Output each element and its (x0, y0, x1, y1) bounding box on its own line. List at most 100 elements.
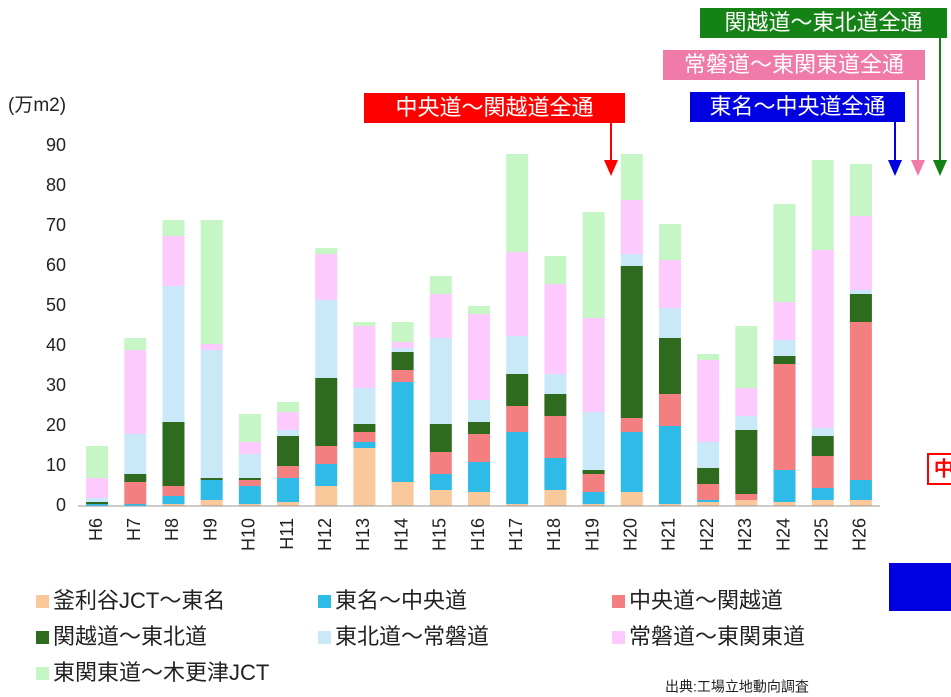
bar-segment (200, 350, 223, 478)
annotation-arrowhead (933, 160, 947, 176)
cropped-box (889, 563, 951, 611)
bar-segment (124, 350, 147, 434)
annotation-box (663, 50, 925, 80)
x-tick-label: H21 (659, 518, 679, 551)
bar-segment (620, 154, 643, 200)
bar-segment (620, 266, 643, 418)
bar-segment (506, 406, 529, 432)
bar-segment (162, 422, 185, 486)
x-tick-label: H13 (353, 518, 373, 551)
bar-segment (162, 286, 185, 422)
legend-swatch (36, 667, 49, 680)
bar-segment (735, 494, 758, 500)
bar-segment (429, 338, 452, 424)
bar-segment (620, 432, 643, 492)
annotation-arrowhead (604, 160, 618, 176)
y-tick-label: 30 (46, 375, 66, 395)
bar-segment (277, 466, 300, 478)
bar-segment (238, 478, 261, 480)
bar-segment (697, 354, 720, 360)
annotation-arrowhead (888, 160, 902, 176)
bar-segment (391, 342, 414, 348)
bar-segment (582, 492, 605, 504)
x-tick-label: H24 (773, 518, 793, 551)
bar-segment (582, 412, 605, 470)
bar-segment (811, 500, 834, 506)
bar-segment (620, 200, 643, 254)
bar-segment (200, 344, 223, 350)
source: 出典:工場立地動向調査 (665, 679, 809, 695)
bar-segment (658, 260, 681, 308)
bar-segment (735, 388, 758, 416)
x-tick-label: H12 (315, 518, 335, 551)
bar-segment (238, 486, 261, 504)
bar-segment (468, 492, 490, 506)
bar-segment (86, 504, 109, 506)
y-tick-label: 20 (46, 415, 66, 435)
x-tick-label: H11 (277, 518, 297, 550)
bar-segment (200, 220, 223, 344)
bar-segment (697, 360, 720, 442)
bar-segment (697, 484, 720, 500)
y-tick-label: 0 (56, 495, 66, 515)
bar-segment (620, 492, 643, 506)
bar-segment (391, 482, 414, 506)
annotation-text: 中 (934, 456, 951, 480)
bar-segment (849, 500, 872, 506)
bar-segment (468, 462, 490, 492)
bar-segment (124, 474, 147, 482)
legend-label: 常磐道～東関東道 (629, 624, 805, 649)
bar-segment (544, 394, 567, 416)
bar-segment (582, 470, 605, 474)
bar-segment (162, 504, 185, 506)
bar-segment (773, 356, 796, 364)
bar-segment (468, 306, 490, 314)
bar-segment (544, 284, 567, 374)
bar-segment (315, 300, 338, 378)
bar-segment (315, 378, 338, 446)
annotation-box (700, 8, 947, 38)
bar-segment (468, 434, 490, 462)
bar-segment (124, 434, 147, 474)
bar-segment (277, 402, 300, 412)
bar-segment (391, 348, 414, 352)
bar-segment (506, 252, 529, 336)
x-tick-label: H14 (391, 518, 411, 551)
bar-segment (773, 340, 796, 356)
x-tick-label: H7 (124, 518, 144, 541)
bar-segment (200, 480, 223, 500)
bar-segment (811, 456, 834, 488)
bar-segment (315, 464, 338, 486)
legend-label: 東名～中央道 (335, 588, 467, 613)
bar-segment (162, 496, 185, 504)
bar-segment (124, 338, 147, 350)
bar-segment (582, 212, 605, 318)
bar-segment (429, 490, 452, 506)
bar-segment (811, 250, 834, 428)
bar-segment (200, 478, 223, 480)
bar-segment (391, 382, 414, 482)
bar-segment (658, 338, 681, 394)
bar-segment (849, 294, 872, 322)
bar-segment (277, 412, 300, 430)
bar-segment (315, 254, 338, 300)
bar-segment (429, 276, 452, 294)
bar-segment (849, 290, 872, 294)
bar-segment (849, 480, 872, 500)
bar-segment (238, 414, 261, 442)
bar-segment (582, 504, 605, 506)
x-tick-label: H20 (621, 518, 641, 551)
x-tick-label: H10 (239, 518, 259, 551)
bar-segment (353, 424, 376, 432)
bar-segment (429, 424, 452, 452)
bar-segment (429, 474, 452, 490)
bar-segment (277, 436, 300, 466)
legend-swatch (612, 631, 625, 644)
annotation-text: 東名～中央道全通 (709, 94, 885, 119)
y-tick-label: 70 (46, 215, 66, 235)
bar-segment (353, 388, 376, 424)
legend-label: 釜利谷JCT～東名 (53, 588, 225, 613)
bar-segment (315, 248, 338, 254)
bar-segment (849, 322, 872, 480)
bar-segment (773, 204, 796, 302)
